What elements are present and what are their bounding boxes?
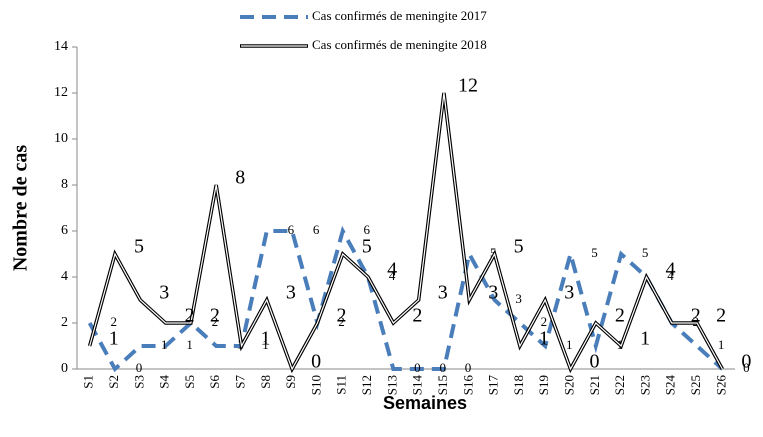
x-tick-label: S8 bbox=[258, 375, 273, 389]
x-tick-label: S26 bbox=[713, 375, 728, 396]
x-tick-label: S16 bbox=[460, 375, 475, 396]
data-label: 0 bbox=[743, 360, 750, 375]
x-tick-label: S1 bbox=[81, 375, 96, 389]
x-tick-label: S10 bbox=[308, 375, 323, 395]
data-label: 5 bbox=[591, 245, 598, 260]
data-label: 1 bbox=[539, 328, 549, 350]
x-tick-label: S14 bbox=[410, 375, 425, 396]
data-label: 1 bbox=[640, 328, 650, 350]
data-label: 2 bbox=[615, 305, 625, 327]
x-tick-label: S20 bbox=[561, 375, 576, 395]
data-label: 6 bbox=[313, 222, 320, 237]
data-label: 4 bbox=[667, 268, 674, 283]
y-tick-label: 2 bbox=[61, 315, 68, 330]
data-label: 1 bbox=[566, 337, 573, 352]
data-label: 4 bbox=[387, 259, 397, 281]
x-tick-label: S3 bbox=[131, 375, 146, 389]
data-label: 1 bbox=[718, 337, 725, 352]
data-label: 4 bbox=[665, 259, 675, 281]
x-tick-label: S6 bbox=[207, 375, 222, 389]
x-tick-label: S13 bbox=[384, 375, 399, 395]
data-label: 2 bbox=[691, 305, 701, 327]
data-label: 1 bbox=[262, 337, 269, 352]
y-tick-label: 14 bbox=[54, 39, 68, 54]
data-label: 8 bbox=[235, 167, 245, 189]
x-tick-label: S4 bbox=[157, 375, 172, 389]
legend-label: Cas confirmés de meningite 2017 bbox=[312, 8, 487, 23]
data-label: 2 bbox=[185, 305, 195, 327]
data-label: 2 bbox=[716, 305, 726, 327]
data-label: 2 bbox=[338, 314, 345, 329]
y-tick-label: 10 bbox=[54, 131, 68, 146]
data-label: 2 bbox=[336, 305, 346, 327]
x-tick-label: S11 bbox=[334, 375, 349, 395]
line-2018-inner bbox=[89, 92, 723, 371]
x-tick-label: S22 bbox=[612, 375, 627, 395]
line-2017 bbox=[87, 225, 724, 373]
x-tick-label: S24 bbox=[663, 375, 678, 396]
data-label: 0 bbox=[465, 360, 472, 375]
x-tick-label: S25 bbox=[688, 375, 703, 395]
data-label: 2 bbox=[212, 314, 219, 329]
data-label: 3 bbox=[286, 282, 296, 304]
y-tick-label: 4 bbox=[61, 269, 68, 284]
y-tick-label: 8 bbox=[61, 177, 68, 192]
x-tick-label: S21 bbox=[587, 375, 602, 395]
y-tick-label: 0 bbox=[61, 361, 68, 376]
x-tick-label: S17 bbox=[486, 375, 501, 396]
data-label: 3 bbox=[564, 282, 574, 304]
data-label: 5 bbox=[490, 245, 497, 260]
y-axis-title: Nombre de cas bbox=[10, 145, 32, 271]
data-label: 1 bbox=[261, 328, 271, 350]
data-label: 2 bbox=[541, 314, 548, 329]
data-label: 5 bbox=[134, 236, 144, 258]
x-tick-label: S2 bbox=[106, 375, 121, 389]
x-tick-label: S5 bbox=[182, 375, 197, 389]
data-label: 12 bbox=[458, 75, 478, 97]
x-tick-label: S19 bbox=[536, 375, 551, 395]
data-label: 3 bbox=[515, 291, 522, 306]
data-label: 0 bbox=[136, 360, 143, 375]
x-tick-label: S9 bbox=[283, 375, 298, 389]
x-tick-label: S12 bbox=[359, 375, 374, 395]
data-label: 1 bbox=[109, 328, 119, 350]
legend-label: Cas confirmés de meningite 2018 bbox=[312, 37, 487, 52]
data-label: 0 bbox=[311, 351, 321, 373]
data-label: 2 bbox=[110, 314, 117, 329]
data-label: 0 bbox=[414, 360, 421, 375]
data-label: 6 bbox=[364, 222, 371, 237]
data-label: 0 bbox=[590, 351, 600, 373]
data-label: 4 bbox=[389, 268, 396, 283]
data-label: 3 bbox=[438, 282, 448, 304]
x-tick-label: S7 bbox=[232, 375, 247, 389]
data-label: 5 bbox=[514, 236, 524, 258]
y-tick-label: 12 bbox=[54, 85, 68, 100]
data-label: 1 bbox=[161, 337, 168, 352]
x-tick-label: S15 bbox=[435, 375, 450, 395]
data-label: 0 bbox=[439, 360, 446, 375]
x-tick-label: S18 bbox=[511, 375, 526, 395]
data-label: 1 bbox=[186, 337, 193, 352]
data-label: 3 bbox=[488, 282, 498, 304]
x-axis-title: Semaines bbox=[383, 393, 467, 413]
x-tick-label: S23 bbox=[637, 375, 652, 395]
data-label: 2 bbox=[412, 305, 422, 327]
data-label: 6 bbox=[288, 222, 295, 237]
data-label: 0 bbox=[741, 351, 751, 373]
data-label: 5 bbox=[642, 245, 649, 260]
data-label: 5 bbox=[362, 236, 372, 258]
data-label: 3 bbox=[159, 282, 169, 304]
y-tick-label: 6 bbox=[61, 223, 68, 238]
data-label: 2 bbox=[210, 305, 220, 327]
